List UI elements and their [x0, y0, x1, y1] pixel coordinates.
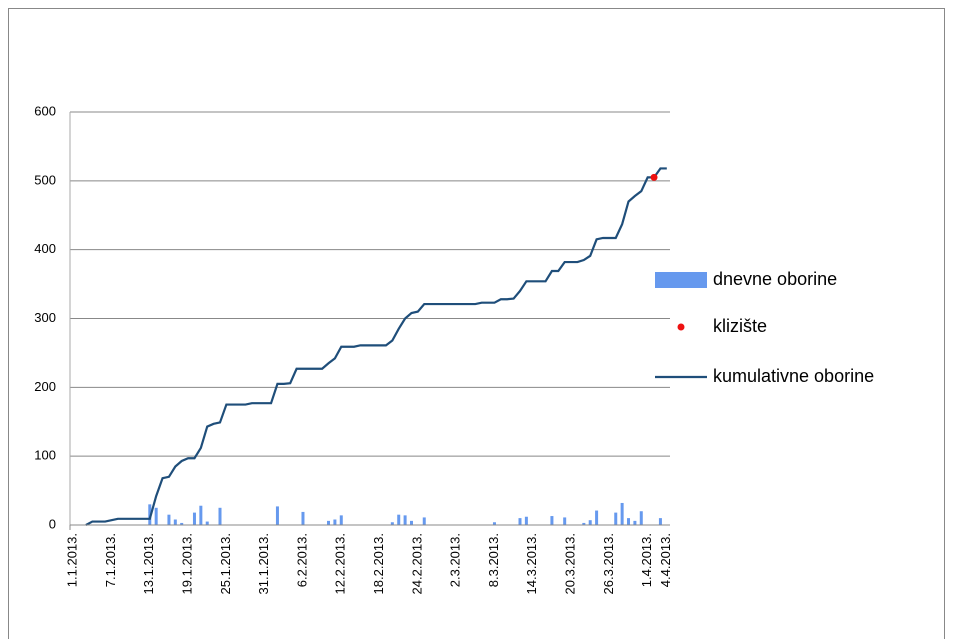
bar: [148, 504, 152, 525]
x-tick-label: 20.3.2013.: [563, 533, 578, 594]
y-tick-label: 500: [34, 172, 56, 187]
y-tick-label: 300: [34, 310, 56, 325]
x-tick-label: 1.4.2013.: [639, 533, 654, 587]
x-tick-label: 1.1.2013.: [65, 533, 80, 587]
bar: [154, 507, 158, 525]
x-tick-label: 31.1.2013.: [256, 533, 271, 594]
x-tick-label: 6.2.2013.: [294, 533, 309, 587]
y-tick-label: 100: [34, 448, 56, 463]
bar: [524, 516, 528, 525]
x-tick-label: 25.1.2013.: [218, 533, 233, 594]
x-tick-label: 26.3.2013.: [601, 533, 616, 594]
bar: [563, 517, 567, 525]
legend-swatch: [655, 272, 707, 288]
bar: [301, 511, 305, 525]
bar: [275, 506, 279, 525]
y-tick-label: 0: [49, 516, 56, 531]
x-tick-label: 14.3.2013.: [524, 533, 539, 594]
x-tick-label: 4.4.2013.: [658, 533, 673, 587]
bar: [633, 520, 637, 525]
bar: [595, 510, 599, 525]
x-tick-label: 18.2.2013.: [371, 533, 386, 594]
line: [85, 167, 667, 526]
frame: [8, 8, 945, 644]
bar: [518, 518, 522, 525]
bar: [588, 520, 592, 525]
bar: [397, 514, 401, 525]
bar: [550, 516, 554, 525]
x-tick-label: 13.1.2013.: [141, 533, 156, 594]
bar: [492, 522, 496, 525]
bar: [205, 521, 209, 525]
bar: [192, 512, 196, 525]
y-tick-label: 200: [34, 379, 56, 394]
bar: [422, 517, 426, 525]
bar: [180, 522, 184, 525]
x-tick-label: 24.2.2013.: [409, 533, 424, 594]
bar: [327, 520, 331, 525]
x-tick-label: 12.2.2013.: [333, 533, 348, 594]
bar: [390, 522, 394, 525]
bar: [218, 507, 222, 525]
legend-swatch: [677, 323, 685, 331]
x-tick-label: 2.3.2013.: [448, 533, 463, 587]
bar: [614, 512, 618, 525]
bar: [582, 522, 586, 525]
x-tick-label: 19.1.2013.: [180, 533, 195, 594]
bar: [639, 511, 643, 525]
y-tick-label: 400: [34, 241, 56, 256]
bar: [167, 514, 171, 525]
y-tick-label: 600: [34, 103, 56, 118]
point: [650, 173, 658, 181]
bar: [658, 518, 662, 525]
bar: [173, 519, 177, 525]
bar: [627, 518, 631, 525]
x-tick-label: 8.3.2013.: [486, 533, 501, 587]
legend-label: klizište: [713, 316, 767, 336]
bar: [403, 515, 407, 525]
bar: [333, 519, 337, 525]
legend-label: kumulativne oborine: [713, 366, 874, 386]
legend-label: dnevne oborine: [713, 269, 837, 289]
bar: [339, 515, 343, 525]
bar: [199, 505, 203, 525]
bar: [409, 520, 413, 525]
bar: [620, 502, 624, 525]
x-tick-label: 7.1.2013.: [103, 533, 118, 587]
